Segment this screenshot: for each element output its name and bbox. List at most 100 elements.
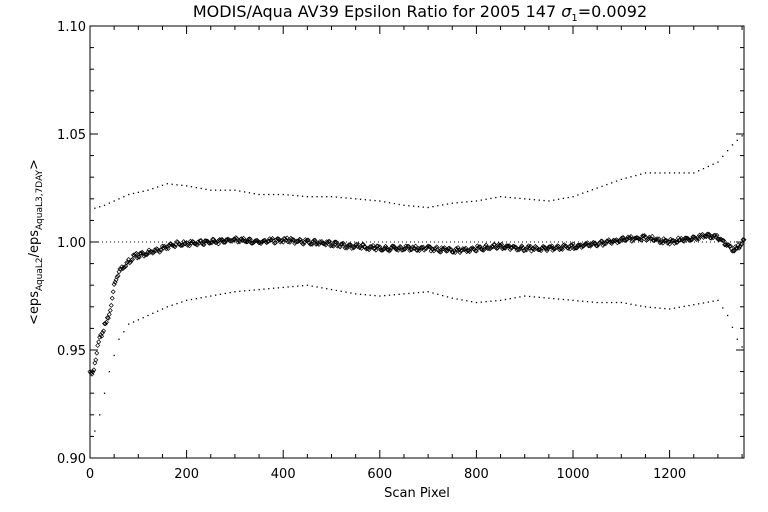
mean-ratio-point-1330 (729, 248, 735, 254)
lower-band-point-380 (272, 287, 275, 289)
mean-ratio-point-942 (542, 244, 548, 250)
mean-ratio-point-88 (130, 256, 135, 262)
mean-ratio-point-1060 (599, 238, 605, 244)
mean-ratio-point-648 (400, 247, 406, 253)
lower-band-point-1080 (611, 301, 613, 304)
mean-ratio-point-522 (339, 241, 345, 247)
mean-ratio-point-1354 (741, 237, 747, 243)
y-axis-label-post: > (27, 159, 42, 170)
mean-ratio-point-462 (310, 238, 316, 244)
mean-ratio-point-272 (218, 237, 224, 243)
upper-band-point-540 (350, 197, 352, 200)
upper-band-point-1060 (601, 185, 603, 187)
lower-band-point-580 (369, 294, 371, 296)
lower-band-point-290 (229, 291, 231, 294)
mean-ratio-point-1232 (682, 235, 688, 241)
upper-band-point-1040 (591, 189, 594, 191)
mean-ratio-point-98 (134, 255, 140, 261)
upper-band-point-20 (99, 206, 101, 208)
mean-ratio-point-820 (483, 242, 489, 248)
upper-band-point-1220 (678, 172, 680, 174)
mean-ratio-point-464 (311, 237, 317, 243)
lower-band-point-920 (533, 296, 536, 298)
upper-band-point-1110 (625, 177, 627, 179)
upper-band-point-500 (330, 196, 333, 198)
lower-band-point-1060 (601, 301, 603, 304)
mean-ratio-point-1178 (656, 236, 662, 242)
mean-ratio-point-36 (104, 315, 110, 321)
mean-ratio-point-492 (325, 240, 331, 246)
upper-band-point-390 (277, 193, 280, 196)
lower-band-point-230 (200, 297, 202, 299)
x-tick-label-1000: 1000 (556, 467, 589, 482)
lower-band-point-940 (543, 297, 545, 299)
lower-band-point-330 (248, 289, 251, 292)
mean-ratio-point-130 (150, 250, 156, 256)
mean-ratio-point-1302 (716, 236, 722, 242)
mean-ratio-point-210 (188, 240, 194, 246)
mean-ratio-point-592 (373, 247, 379, 253)
mean-ratio-point-1312 (721, 238, 727, 244)
upper-band-point-1140 (640, 173, 642, 175)
upper-band-point-1260 (697, 170, 700, 172)
mean-ratio-point-946 (544, 248, 550, 254)
mean-ratio-point-958 (550, 247, 556, 253)
mean-ratio-point-34 (103, 319, 109, 325)
upper-band-point-1290 (712, 163, 714, 165)
lower-band-point-1090 (615, 301, 618, 304)
upper-band-point-780 (466, 201, 468, 203)
mean-ratio-point-356 (259, 239, 265, 245)
upper-band-point-770 (461, 201, 463, 203)
mean-ratio-point-658 (405, 243, 411, 249)
mean-ratio-point-956 (549, 243, 555, 249)
lower-band-point-750 (451, 297, 453, 299)
upper-band-point-1010 (577, 194, 579, 196)
upper-band-point-220 (195, 186, 197, 189)
upper-band-point-810 (480, 199, 482, 201)
upper-band-point-1300 (717, 161, 719, 163)
lower-band-point-980 (562, 298, 565, 301)
upper-band-point-1280 (707, 165, 709, 168)
mean-ratio-point-24 (99, 333, 105, 339)
lower-band-point-720 (437, 293, 439, 295)
upper-band-series (94, 135, 743, 209)
upper-band-point-680 (417, 205, 420, 208)
lower-band-point-1340 (736, 338, 738, 340)
lower-band-point-680 (417, 291, 420, 294)
lower-band-point-1180 (659, 307, 661, 309)
upper-band-point-230 (200, 187, 202, 190)
lower-band-point-1210 (673, 307, 676, 309)
upper-band-point-620 (388, 202, 391, 204)
mean-ratio-point-1214 (673, 240, 679, 246)
upper-band-point-140 (157, 186, 159, 188)
mean-ratio-point-1164 (649, 233, 655, 239)
lower-band-point-860 (504, 298, 507, 301)
mean-ratio-point-520 (338, 241, 344, 247)
lower-band-point-880 (514, 297, 516, 299)
lower-band-point-360 (263, 288, 265, 290)
lower-band-point-310 (239, 290, 241, 292)
lower-band-point-820 (485, 301, 487, 303)
mean-ratio-point-674 (413, 243, 419, 249)
upper-band-point-520 (340, 196, 342, 199)
upper-band-point-640 (398, 203, 400, 206)
mean-ratio-point-42 (107, 307, 113, 313)
lower-band-point-120 (147, 314, 149, 317)
mean-ratio-point-414 (287, 239, 293, 245)
y-axis-label: <epsAquaL2/epsAquaL3,7DAY> (27, 159, 45, 325)
mean-ratio-point-928 (535, 247, 541, 253)
upper-band-point-400 (282, 193, 284, 196)
upper-band-point-200 (186, 185, 188, 187)
mean-ratio-point-612 (383, 243, 389, 249)
upper-band-point-1170 (654, 172, 656, 174)
mean-ratio-point-100 (135, 254, 141, 260)
mean-ratio-point-1048 (593, 243, 599, 249)
mean-ratio-point-996 (568, 242, 574, 248)
upper-band-point-1320 (726, 149, 729, 152)
lower-band-point-910 (528, 295, 531, 298)
mean-ratio-point-306 (235, 239, 241, 245)
lower-band-point-590 (374, 294, 376, 297)
mean-ratio-point-38 (105, 315, 111, 321)
chart-title-main: MODIS/Aqua AV39 Epsilon Ratio for 2005 1… (193, 2, 561, 21)
lower-band-point-510 (335, 289, 338, 292)
